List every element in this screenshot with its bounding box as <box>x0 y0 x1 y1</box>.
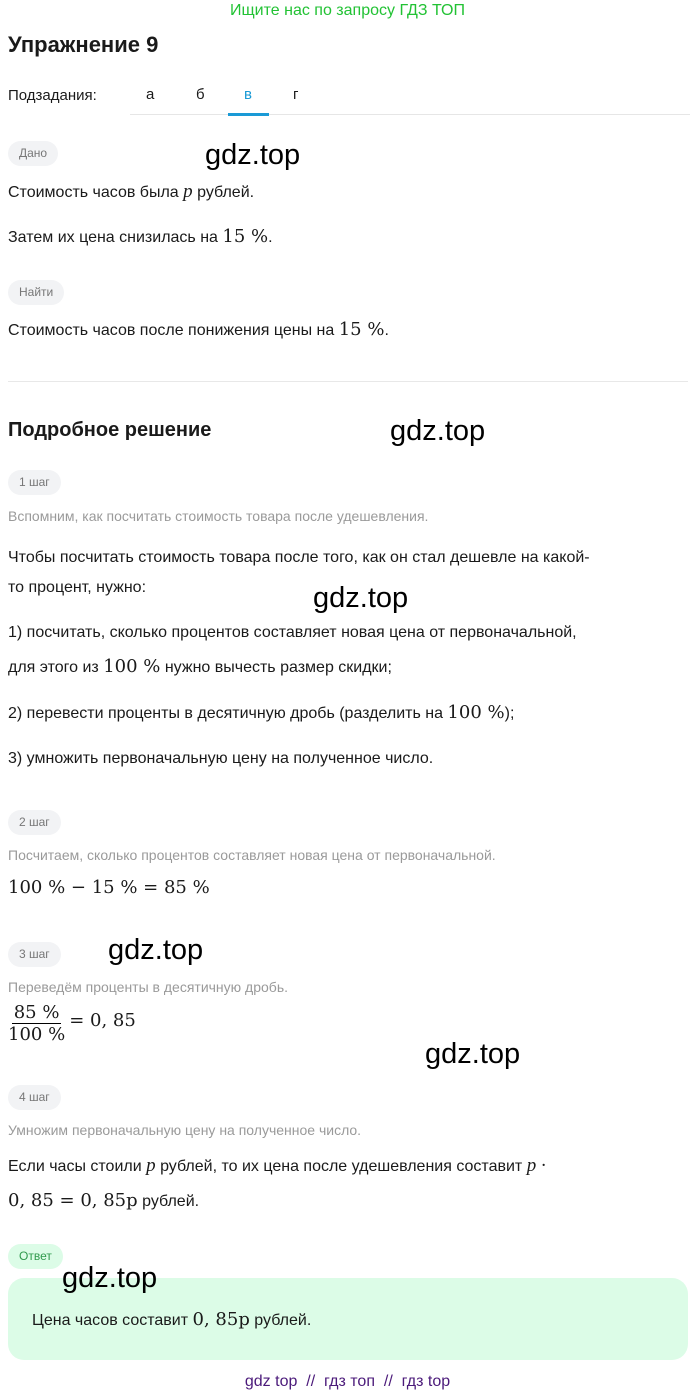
tabs-divider <box>130 114 690 115</box>
text: рублей. <box>142 1193 200 1210</box>
tab-g[interactable]: г <box>293 86 299 103</box>
text: рублей. <box>197 184 255 201</box>
answer-box <box>8 1278 688 1360</box>
math: 0, 85p <box>192 1309 250 1330</box>
step2-badge: 2 шаг <box>8 810 61 835</box>
math: p <box>146 1155 156 1176</box>
subtasks-label: Подзадания: <box>8 87 97 104</box>
numerator: 85 % <box>11 1002 62 1024</box>
step4-badge: 4 шаг <box>8 1085 61 1110</box>
step3-hint: Переведём проценты в десятичную дробь. <box>8 979 288 995</box>
watermark: gdz.top <box>205 139 301 171</box>
math: 15 % <box>222 226 269 247</box>
text: Стоимость часов после понижения цены на <box>8 322 335 339</box>
tab-a[interactable]: а <box>146 86 155 103</box>
section-divider <box>8 381 688 382</box>
text: рублей. <box>254 1312 312 1329</box>
watermark: gdz.top <box>425 1038 521 1070</box>
text: рублей, то их цена после удешевления сос… <box>160 1158 523 1175</box>
step1-item3: 3) умножить первоначальную цену на получ… <box>8 750 434 767</box>
tab-b[interactable]: б <box>196 86 205 103</box>
text: Стоимость часов была <box>8 184 179 201</box>
text: ); <box>504 705 515 722</box>
text: Цена часов составит <box>32 1312 189 1329</box>
page-title: Упражнение 9 <box>8 32 159 57</box>
step1-badge: 1 шаг <box>8 470 61 495</box>
step1-p1: Чтобы посчитать стоимость товара после т… <box>8 549 590 566</box>
active-tab-indicator <box>228 113 269 116</box>
watermark: gdz.top <box>313 582 409 614</box>
math: 100 % <box>103 656 161 677</box>
text: Затем их цена снизилась на <box>8 229 218 246</box>
step1-item1: 1) посчитать, сколько процентов составля… <box>8 624 577 641</box>
step1-item2: 2) перевести проценты в десятичную дробь… <box>8 703 514 724</box>
fraction: 85 % 100 % <box>8 1002 65 1045</box>
step3-fraction: 85 % 100 % = 0, 85 <box>8 1002 136 1045</box>
watermark: gdz.top <box>390 415 486 447</box>
math: p <box>183 181 193 202</box>
denominator: 100 % <box>8 1024 66 1045</box>
step3-badge: 3 шаг <box>8 942 61 967</box>
text: Если часы стоили <box>8 1158 142 1175</box>
given-line-2: Затем их цена снизилась на 15 %. <box>8 227 273 248</box>
step2-hint: Посчитаем, сколько процентов составляет … <box>8 847 496 863</box>
given-badge: Дано <box>8 141 59 166</box>
watermark: gdz.top <box>62 1262 158 1294</box>
step1-item1-cont: для этого из 100 % нужно вычесть размер … <box>8 657 392 678</box>
watermark: gdz.top <box>108 934 204 966</box>
step4-line2: 0, 85 = 0, 85p рублей. <box>8 1191 199 1212</box>
footer-links[interactable]: gdz top // гдз топ // гдз top <box>244 1373 451 1390</box>
math: p · <box>526 1155 546 1176</box>
step4-line1: Если часы стоили p рублей, то их цена по… <box>8 1156 546 1177</box>
text: . <box>268 229 273 246</box>
find-line: Стоимость часов после понижения цены на … <box>8 320 389 341</box>
math: 100 % <box>447 702 505 723</box>
step4-hint: Умножим первоначальную цену на полученно… <box>8 1122 362 1138</box>
text: нужно вычесть размер скидки; <box>164 659 392 676</box>
step1-p2: то процент, нужно: <box>8 579 147 596</box>
answer-badge: Ответ <box>8 1244 63 1269</box>
text: для этого из <box>8 659 99 676</box>
answer-text: Цена часов составит 0, 85p рублей. <box>32 1310 311 1331</box>
math: = 0, 85 <box>69 1010 136 1031</box>
step1-hint: Вспомним, как посчитать стоимость товара… <box>8 508 429 524</box>
text: . <box>384 322 389 339</box>
search-banner: Ищите нас по запросу ГДЗ ТОП <box>230 2 465 19</box>
tab-v[interactable]: в <box>244 86 252 103</box>
given-line-1: Стоимость часов была p рублей. <box>8 182 254 203</box>
solution-heading: Подробное решение <box>8 419 212 441</box>
math: 0, 85 = 0, 85p <box>8 1190 138 1211</box>
find-badge: Найти <box>8 280 65 305</box>
text: 2) перевести проценты в десятичную дробь… <box>8 705 443 722</box>
step2-math: 100 % − 15 % = 85 % <box>8 877 210 898</box>
math: 15 % <box>338 319 385 340</box>
